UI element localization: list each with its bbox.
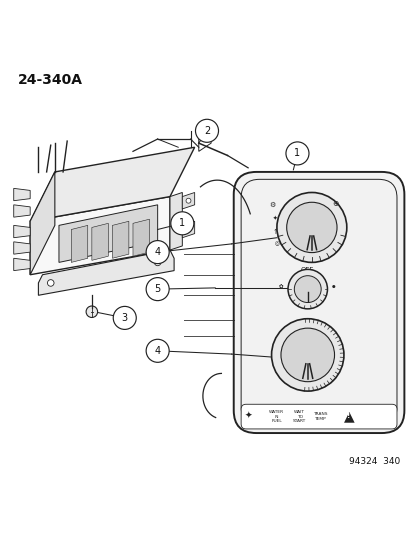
Text: ⚙: ⚙ xyxy=(269,202,275,208)
Text: ↑: ↑ xyxy=(272,229,278,236)
Text: ▲: ▲ xyxy=(343,409,354,424)
Polygon shape xyxy=(182,221,194,238)
Text: 1: 1 xyxy=(179,219,185,228)
Circle shape xyxy=(294,276,320,303)
Circle shape xyxy=(146,340,169,362)
FancyBboxPatch shape xyxy=(233,172,404,433)
Polygon shape xyxy=(92,223,108,260)
Text: ✿: ✿ xyxy=(278,284,282,289)
Polygon shape xyxy=(14,205,30,217)
Polygon shape xyxy=(30,172,55,274)
Circle shape xyxy=(113,306,136,329)
Text: 24-340A: 24-340A xyxy=(18,73,83,87)
Text: !: ! xyxy=(347,413,350,419)
Text: 3: 3 xyxy=(121,313,128,323)
Text: 2: 2 xyxy=(203,126,210,136)
Circle shape xyxy=(195,119,218,142)
Polygon shape xyxy=(14,225,30,238)
Text: ◎: ◎ xyxy=(274,241,279,246)
Circle shape xyxy=(280,328,334,382)
Text: OFF: OFF xyxy=(300,268,314,273)
Circle shape xyxy=(271,319,343,391)
Polygon shape xyxy=(59,205,157,262)
Text: 4: 4 xyxy=(154,346,160,356)
Polygon shape xyxy=(14,259,30,271)
Polygon shape xyxy=(38,250,174,295)
Polygon shape xyxy=(14,188,30,201)
Polygon shape xyxy=(182,192,194,209)
Text: 94324  340: 94324 340 xyxy=(348,457,399,466)
Text: ✦: ✦ xyxy=(244,412,251,421)
Circle shape xyxy=(185,198,190,203)
Circle shape xyxy=(146,278,169,301)
Text: ⊕: ⊕ xyxy=(332,199,338,208)
Polygon shape xyxy=(133,219,149,256)
Circle shape xyxy=(171,212,193,235)
Circle shape xyxy=(86,306,97,318)
Text: ✦: ✦ xyxy=(272,216,276,221)
Text: ●: ● xyxy=(331,285,334,289)
Circle shape xyxy=(185,227,190,232)
Circle shape xyxy=(154,259,161,265)
Text: 5: 5 xyxy=(154,284,160,294)
Circle shape xyxy=(146,240,169,264)
Circle shape xyxy=(286,202,336,253)
Circle shape xyxy=(276,192,346,262)
Text: WATER
IN
FUEL: WATER IN FUEL xyxy=(269,410,284,423)
Text: 1: 1 xyxy=(294,148,300,158)
Polygon shape xyxy=(14,242,30,254)
Text: TRANS
TEMP: TRANS TEMP xyxy=(312,413,327,421)
Text: WAIT
TO
START: WAIT TO START xyxy=(292,410,305,423)
Polygon shape xyxy=(170,192,182,250)
Circle shape xyxy=(47,280,54,286)
Polygon shape xyxy=(30,197,170,274)
Polygon shape xyxy=(30,147,194,221)
FancyBboxPatch shape xyxy=(240,404,396,429)
Text: 4: 4 xyxy=(154,247,160,257)
Circle shape xyxy=(285,142,308,165)
Polygon shape xyxy=(71,225,88,262)
Circle shape xyxy=(287,269,327,309)
Polygon shape xyxy=(112,221,128,259)
